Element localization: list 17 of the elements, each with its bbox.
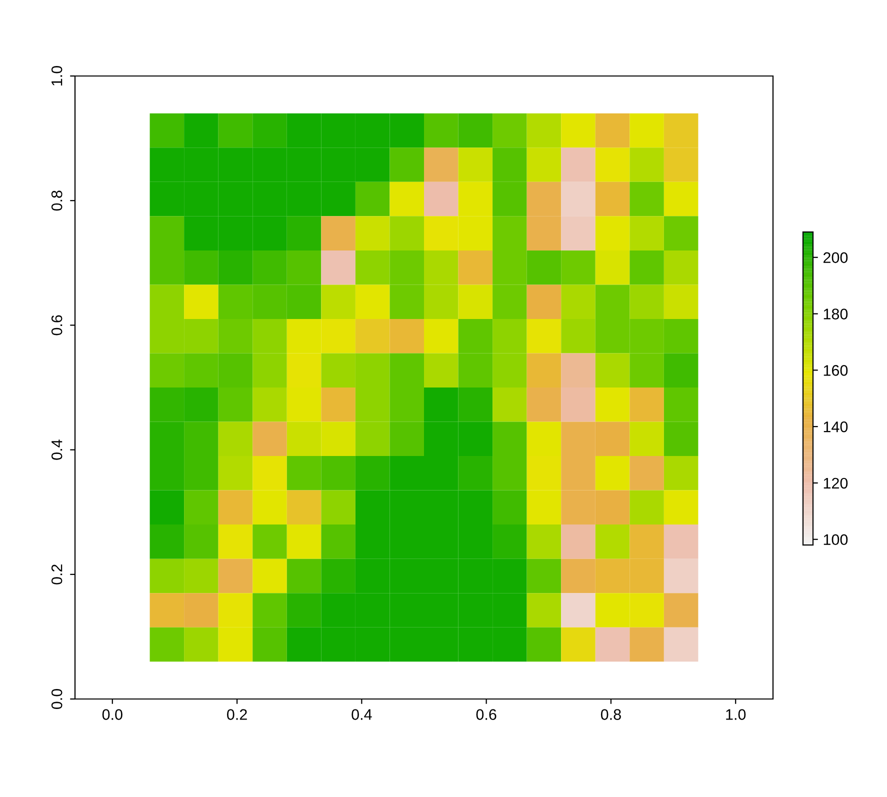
x-tick-label: 0.0 <box>102 709 122 720</box>
x-tick-label: 0.6 <box>476 709 496 720</box>
color-bar-label: 200 <box>823 252 848 264</box>
color-bar-label: 100 <box>824 534 848 546</box>
x-tick-label: 1.0 <box>726 709 746 720</box>
color-bar-label: 180 <box>824 308 848 320</box>
x-tick-label: 0.4 <box>352 709 372 720</box>
color-bar-label: 160 <box>824 365 848 376</box>
y-tick-label: 0.2 <box>51 564 62 584</box>
x-tick-label: 0.2 <box>227 709 247 720</box>
y-tick-label: 0.8 <box>51 190 62 211</box>
y-tick-label: 0.6 <box>51 315 62 336</box>
x-tick-label: 0.8 <box>600 709 621 720</box>
color-bar-label: 120 <box>824 478 848 489</box>
color-bar-label: 140 <box>824 421 848 432</box>
y-tick-label: 0.4 <box>51 440 62 460</box>
y-tick-label: 1.0 <box>51 66 62 86</box>
